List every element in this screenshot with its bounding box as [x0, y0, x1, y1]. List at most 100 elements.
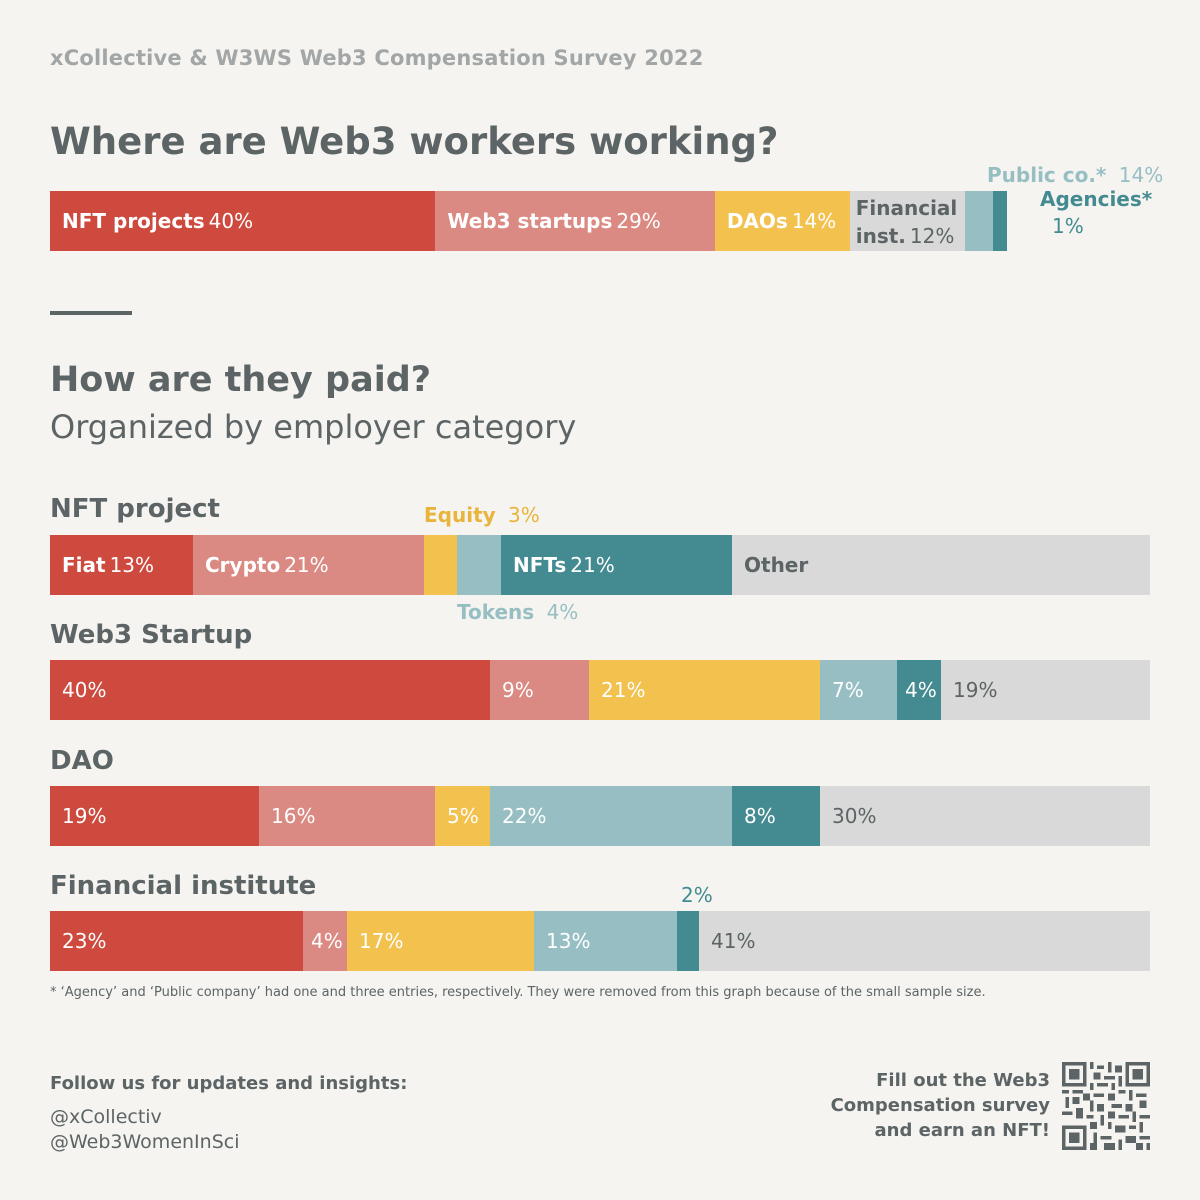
segment-pct-dao-nfts: 8% [744, 804, 776, 828]
segment-web3-startup-other: 19% [941, 660, 1150, 720]
footnote: * ‘Agency’ and ‘Public company’ had one … [50, 985, 986, 1000]
public-co-label: Public co.* 14% [987, 163, 1163, 187]
segment-pct-dao-equity: 5% [447, 804, 479, 828]
cta-text: Fill out the Web3 Compensation survey an… [790, 1068, 1050, 1143]
section1-title: Where are Web3 workers working? [50, 120, 779, 163]
segment-financial-institute-fiat: 23% [50, 911, 303, 971]
segment-pct-nft-projects: 40% [208, 209, 254, 233]
financial-pct: 12% [909, 224, 955, 248]
segment-web3-startup-fiat: 40% [50, 660, 490, 720]
agencies-label: Agencies* [1040, 187, 1152, 211]
segment-label-nft-projects: NFT projects 40% [62, 191, 253, 251]
segment-pct-web3-startup-other: 19% [953, 678, 998, 702]
segment-web3-startup-crypto: 9% [490, 660, 589, 720]
agencies-name: Agencies* [1040, 187, 1153, 211]
segment-web3-startups: Web3 startups 29% [435, 191, 715, 251]
cta-line-2: Compensation survey [830, 1095, 1050, 1116]
segment-pct-dao-tokens: 22% [502, 804, 547, 828]
segment-agencies [993, 191, 1007, 251]
segment-web3-startup-nfts: 4% [897, 660, 941, 720]
payment-bar-financial-institute: 23% 4% 17% 13% 41% [50, 911, 1150, 971]
segment-nft-project-crypto: Crypto 21% [193, 535, 424, 595]
section2-subtitle: Organized by employer category [50, 408, 577, 446]
segment-label-nft-project-crypto: Crypto 21% [205, 535, 329, 595]
segment-name-nft-project-crypto: Crypto [205, 553, 281, 577]
segment-pct-daos: 14% [791, 209, 837, 233]
segment-pct-financial-institute-other: 41% [711, 929, 756, 953]
row-label-web3-startup: Web3 Startup [50, 620, 253, 650]
segment-financial-institute-crypto: 4% [303, 911, 347, 971]
segment-label-nft-project-other: Other [744, 535, 808, 595]
segment-web3-startup-tokens: 7% [820, 660, 897, 720]
segment-label-daos: DAOs 14% [727, 191, 836, 251]
segment-dao-equity: 5% [435, 786, 490, 846]
qr-code-icon[interactable] [1062, 1062, 1150, 1150]
segment-pct-web3-startup-nfts: 4% [905, 678, 937, 702]
tokens-callout-name: Tokens [457, 600, 535, 624]
tokens-callout: Tokens 4% [457, 600, 578, 624]
segment-pct-financial-institute-equity: 17% [359, 929, 404, 953]
section-divider [50, 311, 132, 315]
segment-name-nft-projects: NFT projects [62, 209, 205, 233]
handle-xcollectiv[interactable]: @xCollectiv [50, 1106, 162, 1128]
segment-pct-dao-crypto: 16% [271, 804, 316, 828]
segment-pct-web3-startup-fiat: 40% [62, 678, 107, 702]
segment-pct-dao-fiat: 19% [62, 804, 107, 828]
segment-dao-crypto: 16% [259, 786, 435, 846]
payment-bar-nft-project: Fiat 13% Crypto 21% NFTs 21% Other [50, 535, 1150, 595]
equity-callout: Equity 3% [424, 503, 540, 527]
segment-nft-project-fiat: Fiat 13% [50, 535, 193, 595]
segment-pct-financial-institute-crypto: 4% [311, 929, 343, 953]
segment-pct-web3-startup-tokens: 7% [832, 678, 864, 702]
public-co-name: Public co.* [987, 163, 1107, 187]
financial-name-1: Financial [855, 196, 958, 220]
segment-dao-tokens: 22% [490, 786, 732, 846]
segment-pct-dao-other: 30% [832, 804, 877, 828]
segment-label-nft-project-fiat: Fiat 13% [62, 535, 154, 595]
segment-financial-institute-tokens: 13% [534, 911, 677, 971]
row-label-dao: DAO [50, 746, 114, 776]
segment-name-daos: DAOs [726, 209, 788, 233]
equity-callout-name: Equity [424, 503, 496, 527]
segment-nft-project-tokens [457, 535, 501, 595]
payment-bar-dao: 19% 16% 5% 22% 8% 30% [50, 786, 1150, 846]
section2-title: How are they paid? [50, 360, 432, 400]
segment-nft-project-nfts: NFTs 21% [501, 535, 732, 595]
row-label-nft-project: NFT project [50, 494, 220, 524]
segment-pct-web3-startups: 29% [616, 209, 661, 233]
segment-pct-financial-institute-fiat: 23% [62, 929, 107, 953]
segment-pct-financial-institute-tokens: 13% [546, 929, 591, 953]
follow-text: Follow us for updates and insights: [50, 1073, 408, 1094]
segment-nft-project-equity [424, 535, 457, 595]
segment-dao-nfts: 8% [732, 786, 820, 846]
segment-pct-web3-startup-equity: 21% [601, 678, 646, 702]
segment-nft-project-other: Other [732, 535, 1150, 595]
segment-name-nft-project-other: Other [744, 553, 809, 577]
segment-pct-web3-startup-crypto: 9% [502, 678, 534, 702]
segment-dao-fiat: 19% [50, 786, 259, 846]
cta-line-1: Fill out the Web3 [876, 1070, 1050, 1091]
segment-label-web3-startups: Web3 startups 29% [447, 191, 660, 251]
segment-name-nft-project-fiat: Fiat [62, 553, 106, 577]
segment-financial-institute-nfts [677, 911, 699, 971]
handle-web3womeninsci[interactable]: @Web3WomenInSci [50, 1131, 240, 1153]
agencies-pct: 1% [1052, 214, 1084, 238]
cta-line-3: and earn an NFT! [874, 1120, 1051, 1141]
segment-dao-other: 30% [820, 786, 1150, 846]
financial-line-1: Financial [856, 194, 958, 222]
segment-label-financial-inst: Financial inst. 12% [856, 194, 958, 254]
payment-bar-web3-startup: 40% 9% 21% 7% 4% 19% [50, 660, 1150, 720]
row-label-financial-institute: Financial institute [50, 871, 317, 901]
segment-public-co [965, 191, 994, 251]
financial-nfts-callout: 2% [681, 883, 713, 907]
employer-distribution-bar: NFT projects 40% Web3 startups 29% DAOs 14% Fi… [50, 191, 1007, 251]
segment-financial-inst: Financial inst. 12% [849, 191, 966, 254]
segment-pct-nft-project-nfts: 21% [570, 553, 615, 577]
segment-name-web3-startups: Web3 startups [447, 209, 613, 233]
segment-name-nft-project-nfts: NFTs [513, 553, 567, 577]
segment-financial-institute-equity: 17% [347, 911, 534, 971]
segment-label-nft-project-nfts: NFTs 21% [513, 535, 615, 595]
public-co-pct: 14% [1118, 163, 1164, 187]
financial-name-2: inst. [855, 224, 906, 248]
segment-web3-startup-equity: 21% [589, 660, 820, 720]
